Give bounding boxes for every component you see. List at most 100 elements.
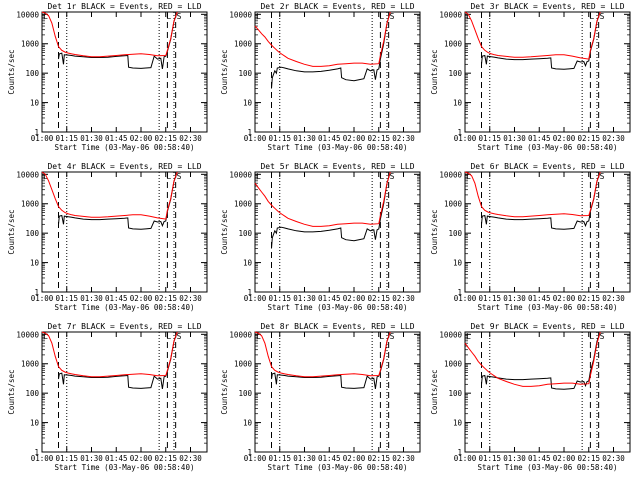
marker-label: S [177,332,182,341]
y-axis-title: Counts/sec [7,369,16,414]
marker-label: L [256,12,261,21]
y-tick-label: 10000 [16,10,39,19]
y-axis-title: Counts/sec [430,369,439,414]
y-tick-label: 100 [238,389,252,398]
marker-label: S [177,172,182,181]
x-tick-label: 02:30 [392,454,415,463]
x-tick-label: 02:30 [179,294,202,303]
x-tick-label: 01:45 [105,134,128,143]
x-tick-label: 01:45 [318,294,341,303]
x-tick-label: 02:30 [392,294,415,303]
y-tick-label: 10000 [439,330,462,339]
x-tick-label: 01:15 [55,134,78,143]
x-tick-label: 02:30 [179,454,202,463]
y-tick-label: 1000 [234,40,253,49]
plot-frame [464,331,631,453]
marker-label: L [589,12,594,21]
y-tick-label: 1 [34,128,39,137]
events-series-line [271,11,391,89]
y-axis-title: Counts/sec [7,209,16,254]
panel-6: Det 6r BLACK = Events, RED = LLD 1 10 100 10… [430,162,631,312]
plot-frame [254,331,421,453]
y-tick-label: 10 [453,99,463,108]
panel-9: Det 9r BLACK = Events, RED = LLD 1 10 100 10… [430,322,631,472]
panel-title: Det 9r BLACK = Events, RED = LLD [470,322,624,331]
x-tick-label: 01:15 [478,454,501,463]
y-tick-label: 10000 [439,10,462,19]
marker-label: L [43,332,48,341]
x-tick-label: 02:00 [553,454,576,463]
x-tick-label: 01:45 [318,454,341,463]
x-tick-label: 01:30 [503,454,526,463]
marker-label: S [177,12,182,21]
y-axis-title: Counts/sec [220,369,229,414]
y-tick-label: 1000 [21,360,40,369]
panel-title: Det 7r BLACK = Events, RED = LLD [47,322,201,331]
lld-series-line [254,171,391,227]
events-series-line [271,171,391,249]
x-tick-label: 02:15 [367,454,390,463]
events-series-line [58,11,178,69]
x-tick-label: 02:30 [179,134,202,143]
panel-title: Det 2r BLACK = Events, RED = LLD [260,2,414,11]
x-tick-label: 01:15 [55,294,78,303]
y-tick-label: 1000 [234,200,253,209]
y-tick-label: 1000 [444,200,463,209]
marker-label: L [166,12,171,21]
marker-label: S [390,12,395,21]
y-tick-label: 100 [25,69,39,78]
y-tick-label: 10 [453,259,463,268]
y-axis-title: Counts/sec [430,49,439,94]
x-tick-label: 01:00 [31,294,54,303]
x-tick-label: 02:00 [343,454,366,463]
x-tick-label: 02:15 [577,294,600,303]
plot-frame [41,171,208,293]
x-tick-label: 01:30 [293,294,316,303]
lld-series-line [41,171,178,220]
panel-3: Det 3r BLACK = Events, RED = LLD 1 10 100 10… [430,2,631,152]
y-tick-label: 1 [34,288,39,297]
y-tick-label: 1 [247,288,252,297]
x-tick-label: 01:00 [244,294,267,303]
y-tick-label: 100 [25,229,39,238]
x-axis-title: Start Time (03-May-06 00:58:40) [55,143,195,152]
y-tick-label: 10000 [229,170,252,179]
events-series-line [58,171,178,230]
panel-title: Det 1r BLACK = Events, RED = LLD [47,2,201,11]
plot-frame [254,171,421,293]
marker-label: L [379,172,384,181]
x-tick-label: 02:15 [577,454,600,463]
y-tick-label: 10000 [16,170,39,179]
x-tick-label: 01:00 [31,134,54,143]
y-tick-label: 10 [453,419,463,428]
x-tick-label: 01:45 [528,294,551,303]
x-tick-label: 01:00 [454,294,477,303]
x-tick-label: 02:30 [392,134,415,143]
y-tick-label: 10 [243,259,253,268]
x-tick-label: 01:00 [244,134,267,143]
marker-label: S [390,172,395,181]
plot-frame [41,331,208,453]
x-tick-label: 02:15 [367,294,390,303]
x-tick-label: 02:00 [553,134,576,143]
x-axis-title: Start Time (03-May-06 00:58:40) [55,303,195,312]
marker-label: S [600,172,605,181]
y-tick-label: 1000 [21,200,40,209]
x-tick-label: 01:15 [478,294,501,303]
x-tick-label: 01:15 [55,454,78,463]
x-tick-label: 02:15 [577,134,600,143]
panel-7: Det 7r BLACK = Events, RED = LLD 1 10 100 10… [7,322,208,472]
lld-series-line [254,331,391,378]
x-axis-title: Start Time (03-May-06 00:58:40) [478,463,618,472]
y-tick-label: 100 [448,389,462,398]
x-axis-title: Start Time (03-May-06 00:58:40) [268,303,408,312]
events-series-line [481,11,601,70]
x-tick-label: 02:00 [343,134,366,143]
y-tick-label: 10000 [229,10,252,19]
y-tick-label: 1000 [444,360,463,369]
panel-title: Det 5r BLACK = Events, RED = LLD [260,162,414,171]
marker-label: S [600,332,605,341]
plot-frame [41,11,208,133]
y-tick-label: 10 [243,99,253,108]
